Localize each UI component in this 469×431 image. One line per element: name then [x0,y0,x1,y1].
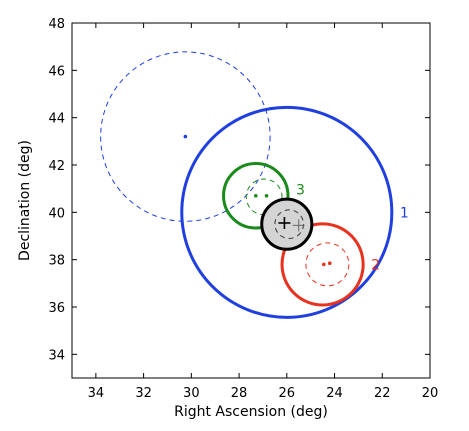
x-tick-label: 20 [422,386,439,401]
x-tick-label: 22 [374,386,391,401]
y-tick-label: 44 [48,112,65,127]
y-tick-label: 40 [48,206,65,221]
x-axis-label: Right Ascension (deg) [174,404,328,420]
x-tick-label: 32 [135,386,152,401]
y-tick-label: 42 [48,159,65,174]
y-tick-label: 36 [48,301,65,316]
centroid-point-4 [264,193,269,198]
region-circle-dashed-3 [305,242,350,287]
x-tick-label: 34 [88,386,105,401]
x-tick-label: 26 [279,386,296,401]
plot-area [72,23,430,378]
region-circle-dashed-7 [274,209,305,239]
circle-labels: 1 2 3 [296,182,409,273]
x-tick-label: 24 [326,386,343,401]
region-circle-2 [280,222,365,307]
circle-label-2: 2 [371,257,380,273]
region-circle-dashed-1 [100,51,271,222]
centroid-point-0 [183,134,188,139]
y-tick-label: 46 [48,64,65,79]
region-circle-1 [180,105,394,319]
position-cross-1 [292,219,305,232]
plot-frame [71,22,431,379]
y-axis-label: Declination (deg) [17,140,33,261]
circle-label-1: 1 [400,205,409,221]
y-tick-label: 38 [48,254,65,269]
centroid-point-3 [253,193,258,198]
y-tick-label: 34 [48,348,65,363]
x-tick-label: 28 [231,386,248,401]
centroid-point-1 [321,262,326,267]
chart-marks [100,51,394,319]
centroid-point-2 [327,261,332,266]
region-circle-3 [222,162,290,230]
position-cross-0 [278,216,291,229]
x-tick-label: 30 [183,386,200,401]
circle-label-3: 3 [296,182,305,198]
region-circle-solid-6 [260,197,314,251]
y-tick-label: 48 [48,17,65,32]
